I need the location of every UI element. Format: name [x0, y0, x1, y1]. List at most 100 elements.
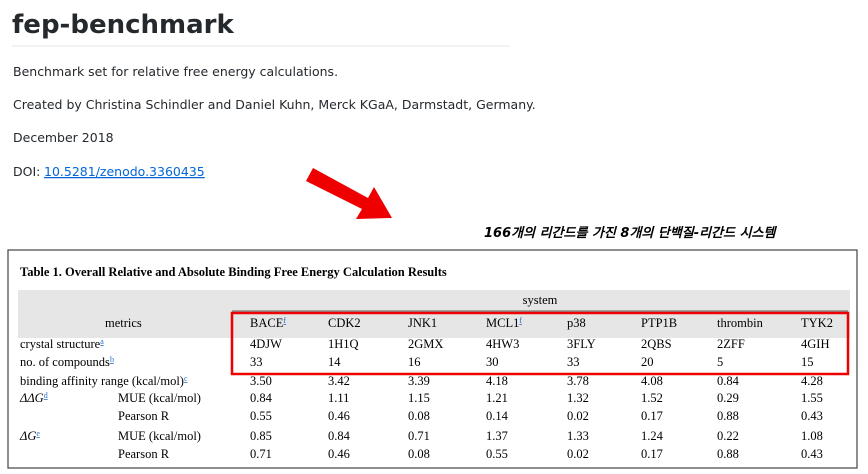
- row-sublabel: Pearson R: [118, 409, 170, 423]
- repo-title: fep-benchmark: [12, 10, 234, 40]
- column-header: CDK2: [328, 316, 361, 330]
- column-header-text: thrombin: [717, 316, 764, 330]
- cell: 0.29: [717, 391, 739, 405]
- row-label-text: crystal structure: [20, 337, 101, 351]
- column-header-text: PTP1B: [641, 316, 677, 330]
- cell: 1.37: [486, 429, 508, 443]
- paragraph: December 2018: [13, 130, 114, 145]
- cell: 1.08: [801, 429, 823, 443]
- cell: 1.55: [801, 391, 823, 405]
- row-label-text: ΔΔG: [19, 391, 44, 405]
- cell: 1.24: [641, 429, 664, 443]
- column-header-text: TYK2: [801, 316, 833, 330]
- cell: 4HW3: [486, 337, 519, 351]
- cell: 4.18: [486, 374, 508, 388]
- footnote-ref: d: [44, 391, 48, 400]
- cell: 0.08: [408, 447, 430, 461]
- footnote-ref: c: [184, 374, 188, 383]
- cell: 0.46: [328, 409, 350, 423]
- cell: 1.21: [486, 391, 508, 405]
- arrow: [306, 168, 392, 219]
- cell: 4DJW: [250, 337, 282, 351]
- cell: 0.43: [801, 409, 823, 423]
- cell: 0.22: [717, 429, 739, 443]
- cell: 3.50: [250, 374, 272, 388]
- row-label: ΔGe: [19, 429, 40, 444]
- cell: 4GIH: [801, 337, 829, 351]
- cell: 4.08: [641, 374, 663, 388]
- cell: 1.11: [328, 391, 349, 405]
- cell: 2ZFF: [717, 337, 745, 351]
- cell: 14: [328, 355, 341, 369]
- paragraph: Benchmark set for relative free energy c…: [13, 64, 338, 79]
- cell: 0.17: [641, 409, 663, 423]
- row-sublabel: Pearson R: [118, 447, 170, 461]
- cell: 3FLY: [567, 337, 596, 351]
- cell: 1.52: [641, 391, 663, 405]
- cell: 2QBS: [641, 337, 672, 351]
- cell: 20: [641, 355, 654, 369]
- row-sublabel: MUE (kcal/mol): [118, 429, 201, 443]
- metrics-header: metrics: [105, 316, 142, 330]
- column-header: MCL1f: [486, 316, 522, 331]
- cell: 0.84: [328, 429, 351, 443]
- column-header: PTP1B: [641, 316, 677, 330]
- cell: 0.02: [567, 409, 589, 423]
- cell: 1.15: [408, 391, 430, 405]
- row-label: crystal structurea: [20, 337, 104, 352]
- doi-label: DOI:: [13, 164, 40, 179]
- table-frame: [7, 249, 858, 469]
- cell: 30: [486, 355, 499, 369]
- group-header: system: [523, 293, 558, 307]
- cell: 0.08: [408, 409, 430, 423]
- column-header: p38: [567, 316, 586, 330]
- column-header: JNK1: [408, 316, 437, 330]
- row-label-text: ΔG: [19, 429, 36, 443]
- cell: 0.43: [801, 447, 823, 461]
- row-label: no. of compoundsb: [20, 355, 114, 370]
- cell: 1.32: [567, 391, 589, 405]
- cell: 5: [717, 355, 723, 369]
- row-label-text: binding affinity range (kcal/mol): [20, 374, 184, 388]
- row-label: ΔΔGd: [19, 391, 48, 406]
- cell: 0.55: [486, 447, 508, 461]
- column-header-text: CDK2: [328, 316, 361, 330]
- cell: 0.85: [250, 429, 272, 443]
- row-sublabel: MUE (kcal/mol): [118, 391, 201, 405]
- cell: 0.55: [250, 409, 272, 423]
- footnote-ref: f: [519, 316, 522, 325]
- paragraph: Created by Christina Schindler and Danie…: [13, 97, 536, 112]
- column-header: BACEf: [250, 316, 286, 331]
- column-header-text: BACE: [250, 316, 284, 330]
- cell: 0.17: [641, 447, 663, 461]
- highlight-box: [230, 311, 850, 376]
- cell: 4.28: [801, 374, 823, 388]
- table-title: Table 1. Overall Relative and Absolute B…: [20, 265, 447, 279]
- cell: 2GMX: [408, 337, 443, 351]
- cell: 1H1Q: [328, 337, 359, 351]
- cell: 0.71: [408, 429, 430, 443]
- cell: 0.84: [250, 391, 273, 405]
- cell: 0.14: [486, 409, 509, 423]
- annotation: 166개의 리간드를 가진 8개의 단백질-리간드 시스템: [484, 225, 777, 241]
- doi-link[interactable]: 10.5281/zenodo.3360435: [44, 164, 205, 179]
- cell: 1.33: [567, 429, 589, 443]
- cell: 3.39: [408, 374, 430, 388]
- column-header-text: JNK1: [408, 316, 437, 330]
- footnote-ref: a: [100, 337, 104, 346]
- row-label: binding affinity range (kcal/mol)c: [20, 374, 188, 389]
- cell: 3.78: [567, 374, 589, 388]
- cell: 33: [567, 355, 580, 369]
- column-header: TYK2: [801, 316, 833, 330]
- cell: 0.71: [250, 447, 272, 461]
- cell: 3.42: [328, 374, 350, 388]
- footnote-ref: e: [36, 429, 40, 438]
- cell: 0.88: [717, 409, 739, 423]
- footnote-ref: f: [283, 316, 286, 325]
- column-header-text: MCL1: [486, 316, 519, 330]
- column-header: thrombin: [717, 316, 764, 330]
- cell: 0.02: [567, 447, 589, 461]
- cell: 33: [250, 355, 263, 369]
- cell: 0.46: [328, 447, 350, 461]
